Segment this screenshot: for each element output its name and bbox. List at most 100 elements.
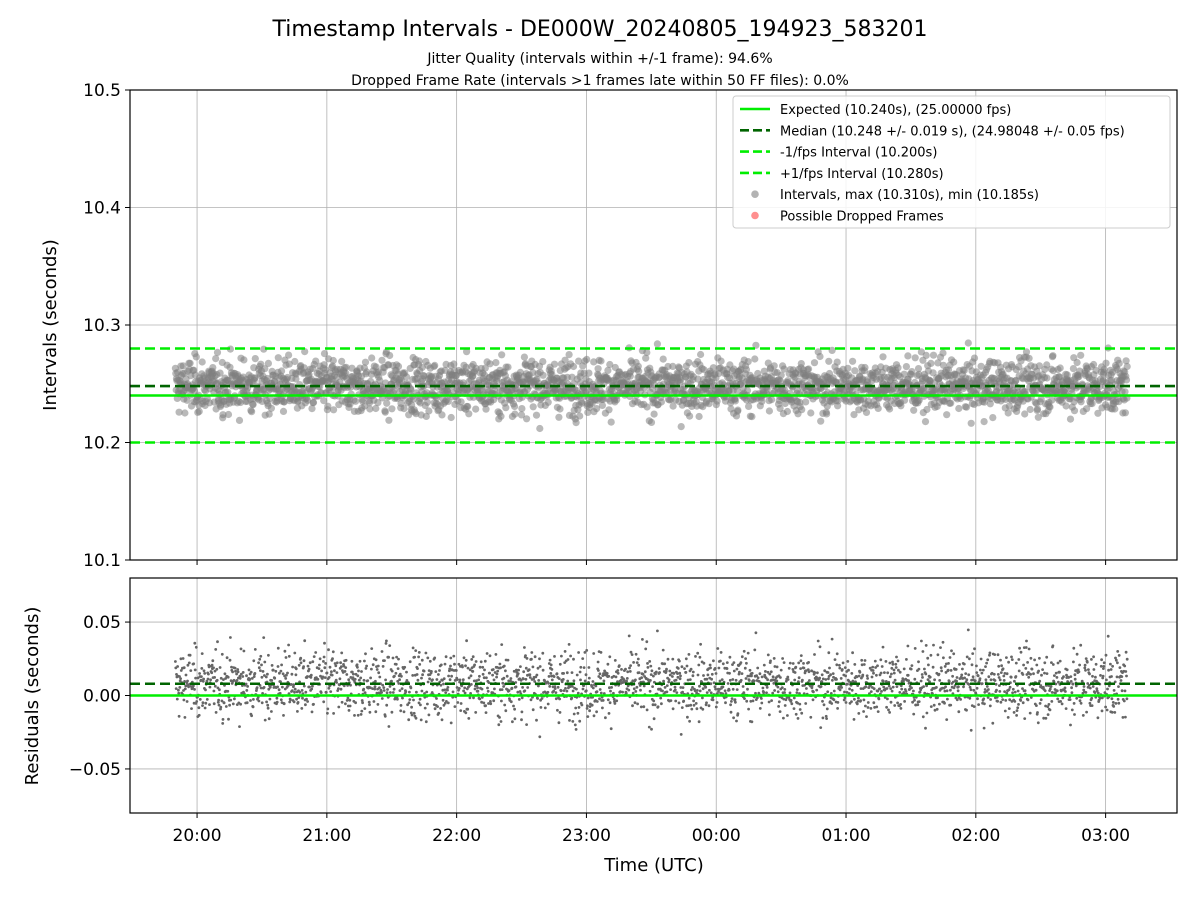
residual-point — [522, 670, 526, 674]
residual-point — [860, 663, 864, 667]
residual-point — [184, 673, 188, 677]
interval-point — [415, 357, 423, 365]
residual-point — [263, 660, 267, 664]
residual-point — [185, 700, 189, 703]
residual-point — [405, 670, 408, 674]
residual-point — [651, 685, 654, 688]
residual-point — [283, 649, 287, 653]
residual-point — [425, 690, 429, 694]
residual-point — [266, 672, 269, 676]
residual-point — [852, 718, 856, 721]
residual-point — [829, 673, 832, 677]
residual-point — [988, 653, 991, 657]
residual-point — [699, 642, 702, 646]
interval-point — [423, 398, 431, 406]
residual-point — [598, 688, 602, 691]
residual-point — [394, 662, 398, 666]
residual-point — [325, 671, 329, 675]
residual-point — [283, 687, 287, 691]
residual-point — [780, 686, 784, 689]
residual-point — [306, 700, 309, 703]
residual-point — [719, 659, 722, 663]
residual-point — [216, 700, 220, 704]
residual-point — [760, 701, 764, 705]
residual-point — [816, 671, 819, 675]
residual-point — [462, 656, 466, 660]
residual-point — [651, 703, 655, 707]
residual-point — [267, 717, 271, 721]
interval-point — [607, 418, 615, 426]
residual-point — [437, 673, 440, 676]
residual-point — [912, 712, 916, 716]
residual-point — [299, 661, 303, 665]
residual-point — [797, 661, 801, 665]
residual-point — [975, 671, 979, 674]
interval-point — [816, 352, 824, 361]
residual-point — [873, 706, 876, 709]
interval-point — [556, 405, 564, 413]
residual-point — [828, 666, 831, 670]
residual-point — [902, 679, 905, 683]
residual-point — [672, 672, 676, 675]
residual-point — [263, 718, 267, 722]
residual-point — [204, 688, 207, 692]
residual-point — [487, 702, 490, 705]
residual-point — [710, 677, 713, 681]
residual-point — [1002, 679, 1006, 682]
residual-point — [252, 698, 255, 701]
residual-point — [816, 639, 820, 643]
residual-point — [489, 700, 492, 703]
interval-point — [224, 410, 233, 419]
residual-point — [559, 689, 563, 693]
residual-point — [412, 711, 416, 715]
residual-point — [794, 665, 798, 669]
residual-point — [337, 705, 341, 709]
residual-point — [416, 667, 419, 670]
residual-point — [691, 686, 694, 689]
residual-point — [475, 679, 478, 683]
residual-point — [407, 718, 411, 722]
residual-point — [798, 702, 802, 706]
residual-point — [513, 717, 517, 721]
residual-point — [253, 648, 257, 651]
residual-point — [460, 684, 464, 688]
residual-point — [261, 692, 264, 695]
interval-point — [777, 371, 785, 379]
residual-point — [847, 668, 850, 672]
interval-point — [748, 413, 756, 421]
residual-point — [775, 679, 779, 683]
residual-point — [862, 663, 866, 666]
residual-point — [889, 700, 893, 704]
residual-point — [233, 697, 236, 701]
residual-point — [270, 664, 274, 667]
residual-point — [259, 654, 263, 658]
residual-point — [958, 663, 961, 666]
residual-point — [1000, 664, 1003, 668]
residual-point — [605, 672, 609, 675]
residual-point — [986, 658, 990, 662]
residual-point — [830, 637, 834, 641]
residual-point — [571, 720, 575, 723]
residual-point — [948, 656, 952, 659]
residual-point — [690, 688, 693, 692]
residual-point — [576, 691, 580, 695]
residual-point — [676, 667, 680, 670]
residual-point — [388, 685, 392, 688]
residual-point — [470, 658, 474, 661]
residual-point — [349, 676, 353, 679]
residual-point — [838, 666, 842, 670]
interval-point — [902, 363, 911, 371]
residual-point — [758, 707, 762, 710]
residual-point — [556, 708, 559, 712]
residual-point — [421, 673, 424, 677]
residual-point — [239, 672, 243, 676]
residual-point — [344, 666, 348, 669]
residual-point — [376, 703, 380, 706]
residual-point — [359, 676, 363, 680]
residual-point — [716, 647, 720, 650]
residual-point — [199, 678, 203, 682]
residual-point — [413, 655, 416, 659]
residual-point — [862, 698, 866, 702]
residual-point — [936, 653, 940, 657]
residual-point — [698, 655, 702, 659]
